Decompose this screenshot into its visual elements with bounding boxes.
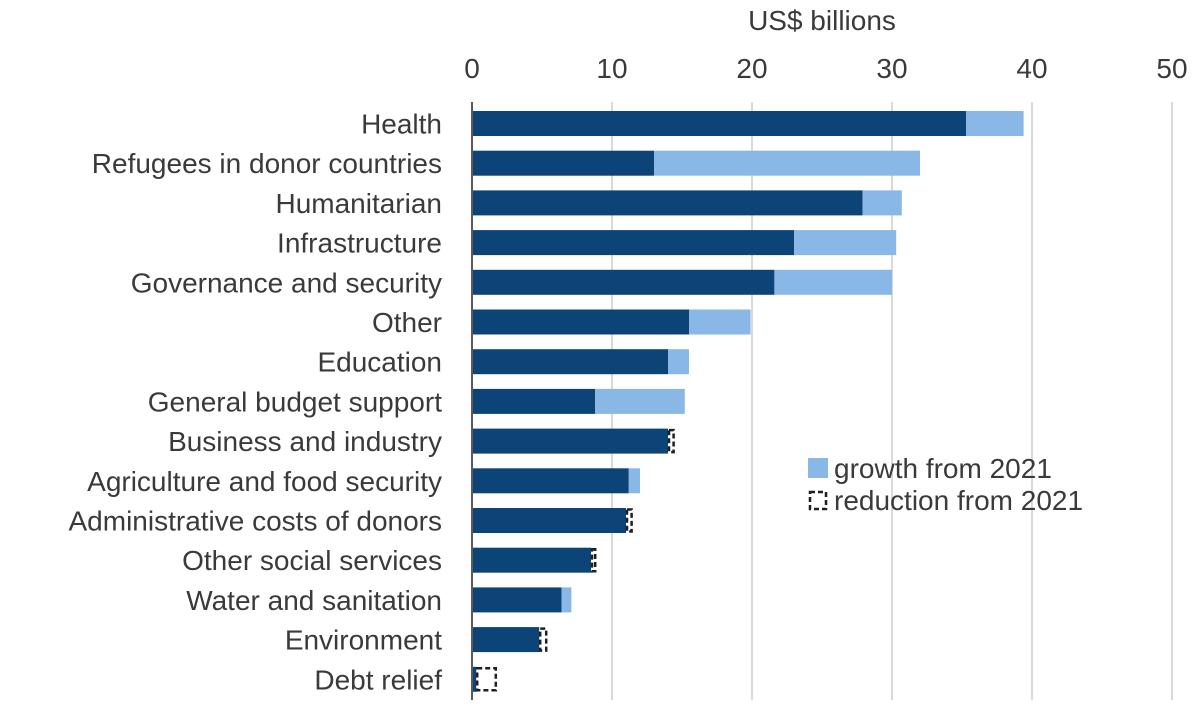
- x-tick-label-30: 30: [876, 53, 907, 84]
- category-label-refugees-in-donor-countries: Refugees in donor countries: [92, 148, 442, 179]
- bars: [472, 111, 1024, 692]
- x-tick-label-50: 50: [1156, 53, 1187, 84]
- bar-growth-other: [689, 309, 751, 335]
- bar-base-debt-relief: [472, 666, 477, 692]
- category-label-general-budget-support: General budget support: [148, 386, 442, 417]
- bar-growth-refugees-in-donor-countries: [654, 150, 920, 176]
- bar-base-refugees-in-donor-countries: [472, 150, 654, 176]
- category-labels: Health Refugees in donor countries Humanit…: [69, 109, 443, 696]
- category-label-governance-and-security: Governance and security: [131, 267, 442, 298]
- bar-base-environment: [472, 627, 540, 653]
- x-tick-label-20: 20: [736, 53, 767, 84]
- bar-growth-humanitarian: [862, 190, 902, 216]
- category-label-infrastructure: Infrastructure: [277, 228, 442, 259]
- bar-base-education: [472, 349, 668, 375]
- bar-base-governance-and-security: [472, 269, 775, 295]
- category-label-other-social-services: Other social services: [182, 545, 442, 576]
- bar-growth-governance-and-security: [774, 269, 892, 295]
- category-label-environment: Environment: [285, 625, 442, 656]
- x-axis-title: US$ billions: [748, 5, 896, 36]
- bar-base-water-and-sanitation: [472, 587, 562, 613]
- bar-growth-water-and-sanitation: [561, 587, 572, 613]
- bar-base-humanitarian: [472, 190, 863, 216]
- bar-base-general-budget-support: [472, 388, 596, 414]
- bar-reduction-other-social-services: [590, 547, 597, 573]
- bar-base-other: [472, 309, 689, 335]
- x-tick-label-0: 0: [464, 53, 480, 84]
- bar-base-other-social-services: [472, 547, 591, 573]
- bar-base-health: [472, 111, 967, 136]
- bar-growth-infrastructure: [794, 230, 897, 256]
- bar-growth-agriculture-and-food-security: [628, 468, 640, 494]
- category-label-health: Health: [361, 109, 442, 140]
- bar-growth-general-budget-support: [595, 388, 685, 414]
- bar-growth-health: [966, 111, 1024, 136]
- legend-label-reduction: reduction from 2021: [834, 485, 1083, 516]
- bar-base-agriculture-and-food-security: [472, 468, 629, 494]
- category-label-agriculture-and-food-security: Agriculture and food security: [87, 466, 442, 497]
- category-label-education: Education: [317, 347, 442, 378]
- bar-reduction-business-and-industry: [667, 428, 675, 454]
- x-tick-label-40: 40: [1016, 53, 1047, 84]
- legend-label-growth: growth from 2021: [834, 453, 1052, 484]
- bar-growth-education: [668, 349, 689, 375]
- category-label-business-and-industry: Business and industry: [168, 426, 442, 457]
- bar-base-administrative-costs-of-donors: [472, 508, 626, 533]
- category-label-administrative-costs-of-donors: Administrative costs of donors: [69, 506, 443, 537]
- x-tick-label-10: 10: [596, 53, 627, 84]
- bar-reduction-administrative-costs-of-donors: [625, 508, 633, 533]
- category-label-water-and-sanitation: Water and sanitation: [186, 585, 442, 616]
- category-label-debt-relief: Debt relief: [314, 664, 442, 695]
- bar-base-infrastructure: [472, 230, 794, 256]
- category-label-humanitarian: Humanitarian: [275, 188, 442, 219]
- x-tick-labels: 0 10 20 30 40 50: [464, 53, 1187, 84]
- bar-reduction-environment: [538, 627, 548, 652]
- category-label-other: Other: [372, 307, 442, 338]
- legend: growth from 2021 reduction from 2021: [808, 453, 1083, 516]
- legend-swatch-reduction: [808, 490, 828, 511]
- bar-reduction-debt-relief: [475, 667, 498, 692]
- legend-swatch-growth: [808, 458, 828, 478]
- bar-base-business-and-industry: [472, 428, 668, 454]
